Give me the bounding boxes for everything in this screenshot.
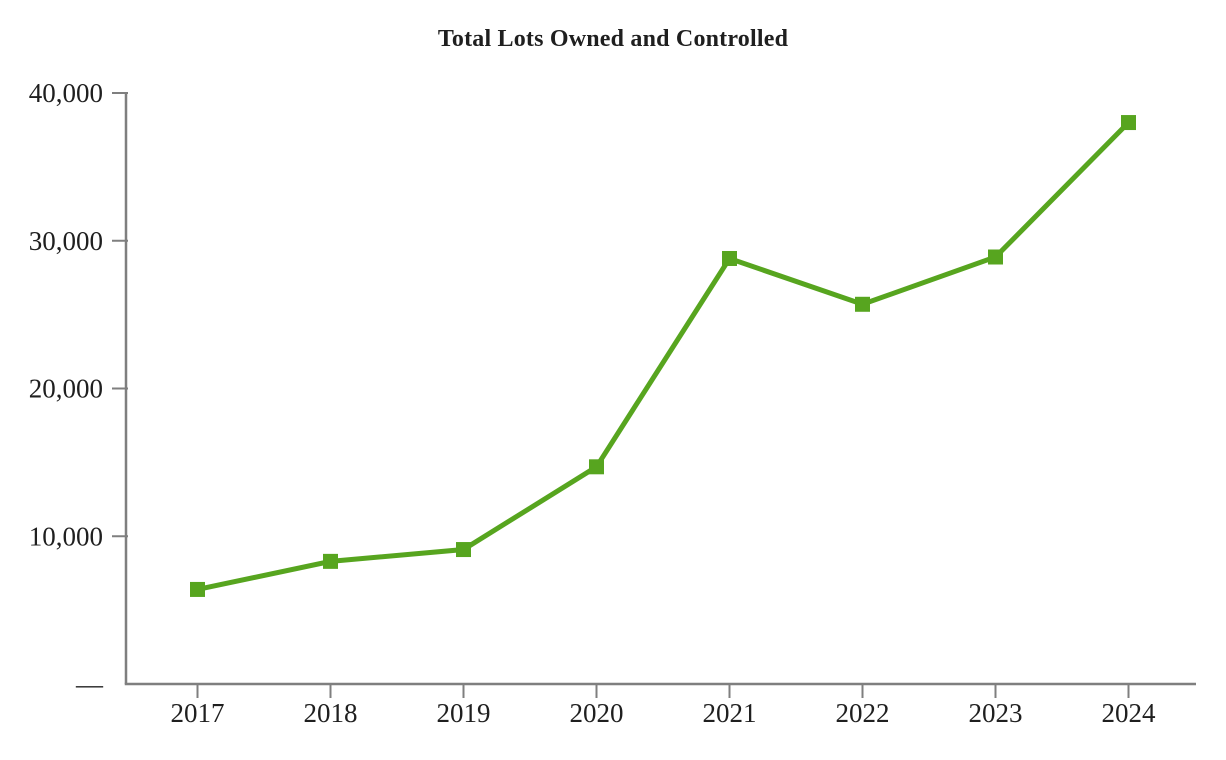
x-tick-label: 2020 (570, 698, 624, 728)
y-tick-label: 20,000 (29, 374, 103, 404)
x-tick-label: 2022 (836, 698, 890, 728)
data-point-2017 (190, 581, 205, 597)
y-tick-label: 10,000 (29, 521, 103, 551)
x-tick-label: 2017 (171, 698, 225, 728)
x-tick-label: 2024 (1102, 698, 1157, 728)
data-point-2018 (323, 553, 338, 569)
data-point-2021 (722, 250, 737, 266)
data-point-2023 (988, 249, 1003, 265)
y-tick-label: 40,000 (29, 78, 103, 108)
x-tick-label: 2021 (703, 698, 757, 728)
data-point-2024 (1121, 115, 1136, 131)
series-line (196, 120, 1131, 592)
chart-title: Total Lots Owned and Controlled (437, 26, 789, 52)
x-tick-label: 2023 (969, 698, 1023, 728)
data-point-2019 (456, 542, 471, 558)
y-tick-label: 30,000 (29, 226, 103, 256)
x-tick-label: 2018 (304, 698, 358, 728)
data-point-2020 (589, 459, 604, 475)
y-tick-label: — (75, 669, 104, 699)
data-point-2022 (855, 296, 870, 312)
x-tick-label: 2019 (437, 698, 491, 728)
